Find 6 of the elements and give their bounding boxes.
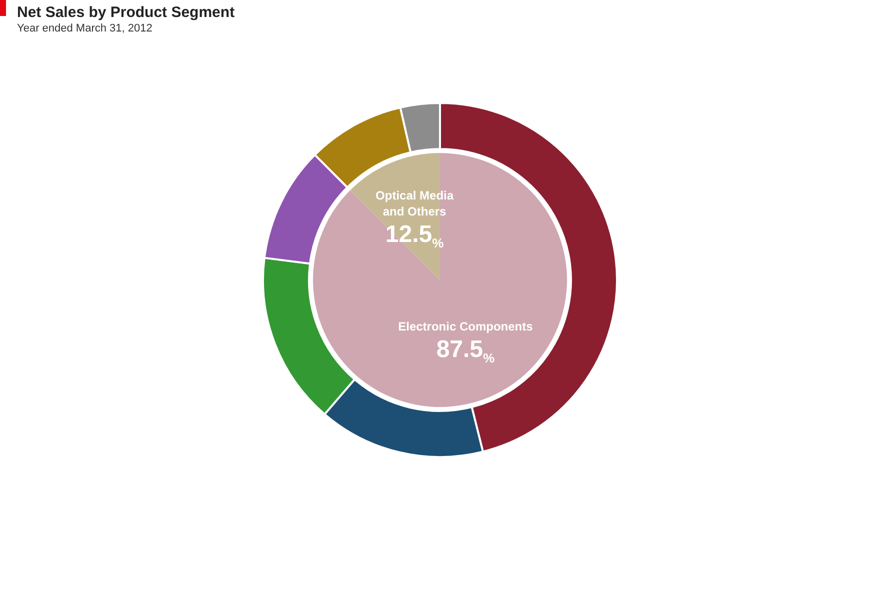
text: Net Sales by Product Segment — [17, 4, 235, 21]
slice-label: Electronic Components — [398, 319, 534, 334]
data-label: 12.5% — [385, 221, 444, 251]
data-label: 87.5% — [436, 336, 496, 366]
text: Year ended March 31, 2012 — [17, 22, 152, 34]
slice-label: Optical Media and Others — [376, 188, 454, 219]
